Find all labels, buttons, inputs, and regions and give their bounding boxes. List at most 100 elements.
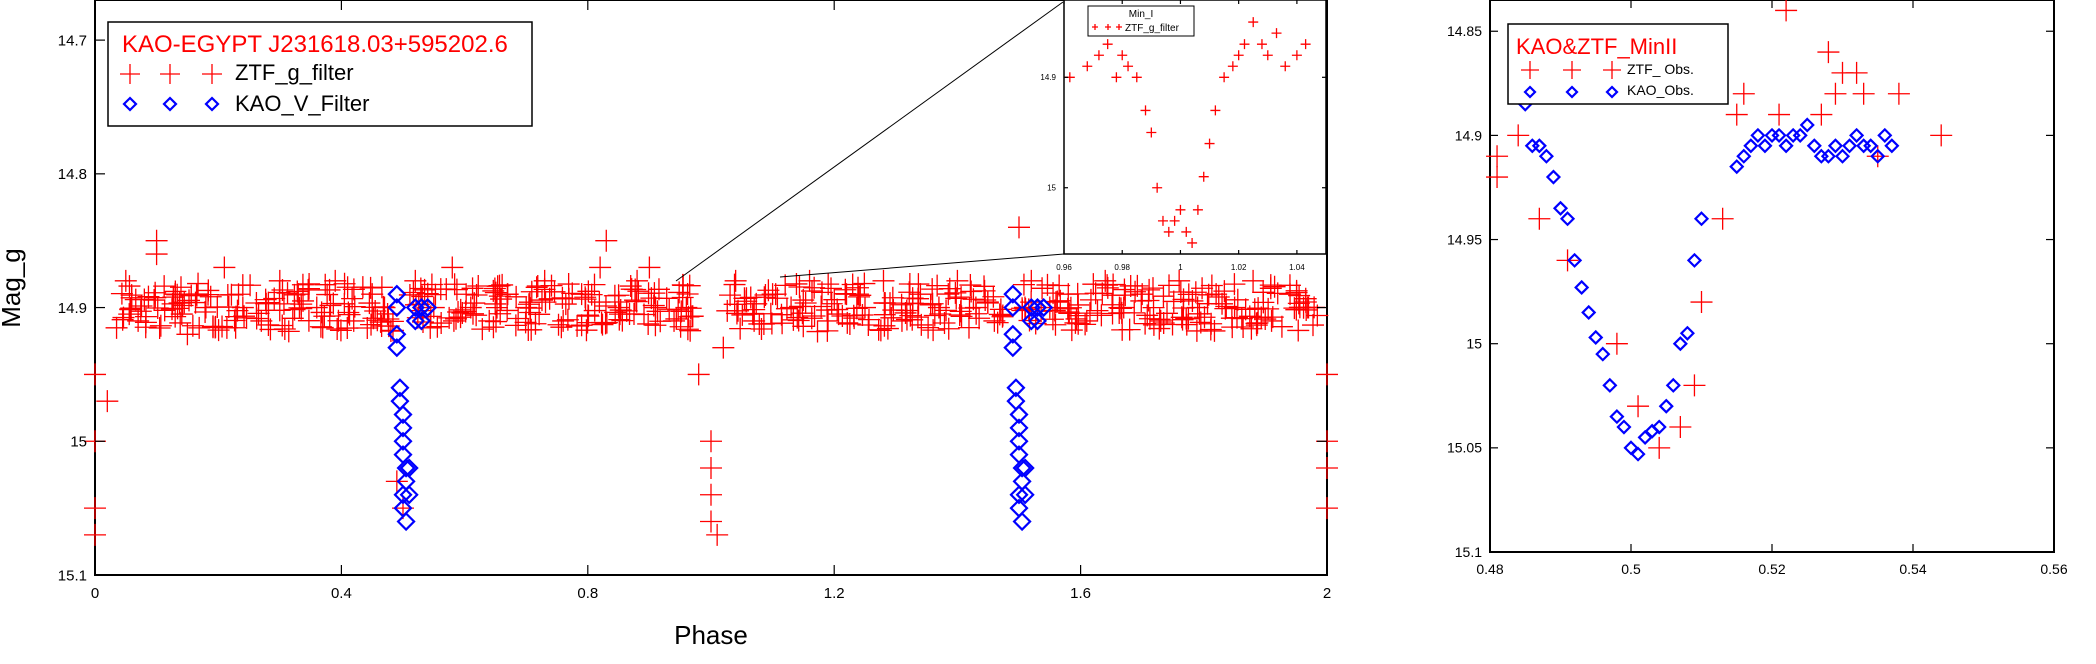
main-ztf-point — [169, 276, 192, 299]
main-ztf-point — [552, 309, 575, 332]
main-ztf-point — [872, 269, 895, 292]
main-ztf-point — [485, 296, 508, 319]
main-ztf-point — [231, 296, 254, 319]
main-ztf-point — [1266, 282, 1289, 305]
main-ztf-point — [926, 274, 949, 297]
main-ztf-point — [1091, 282, 1114, 305]
main-ztf-point — [857, 308, 880, 331]
main-ztf-point — [937, 283, 960, 306]
main-ztf-point — [517, 293, 540, 316]
minII-kao-point — [1849, 127, 1865, 143]
main-ztf-point — [766, 287, 789, 310]
main-kao-point — [418, 298, 438, 318]
main-ztf-point — [1158, 274, 1181, 297]
main-ztf-point — [168, 292, 191, 315]
inset-ztf-point — [1300, 39, 1311, 50]
main-ztf-point — [520, 280, 543, 303]
main-ztf-point — [1214, 297, 1237, 320]
main-ztf-point — [676, 282, 699, 305]
main-ztf-point — [287, 283, 310, 306]
main-ztf-point — [1162, 290, 1185, 313]
main-ztf-point — [1287, 319, 1310, 342]
main-kao-point — [405, 298, 425, 318]
main-ztf-point — [342, 309, 365, 332]
minII-x-tick-label: 0.5 — [1621, 561, 1641, 577]
main-ztf-point — [1240, 317, 1263, 340]
main-ztf-point — [607, 296, 630, 319]
main-ztf-point — [678, 274, 701, 297]
main-x-tick-label: 2 — [1323, 585, 1331, 602]
main-legend-ztf-marker — [120, 64, 140, 84]
minII-kao-point — [1574, 279, 1590, 296]
main-ztf-point — [827, 303, 850, 326]
main-ztf-point — [277, 320, 300, 343]
main-ztf-point — [370, 276, 393, 299]
main-ztf-point — [780, 296, 803, 319]
minII-y-tick-label: 15.05 — [1447, 440, 1482, 456]
main-ztf-point — [803, 305, 826, 328]
main-kao-point — [1006, 378, 1026, 398]
main-ztf-point — [311, 316, 334, 339]
main-ztf-point — [169, 311, 192, 334]
minII-kao-point — [1679, 325, 1695, 341]
main-ztf-point — [1109, 297, 1132, 320]
main-ztf-point — [1168, 269, 1191, 292]
main-ztf-point — [1177, 283, 1200, 306]
main-ztf-point — [324, 269, 347, 292]
main-ztf-point — [239, 274, 262, 297]
main-ztf-point — [575, 319, 598, 342]
main-ztf-point — [426, 315, 449, 338]
main-kao-point — [1003, 324, 1023, 344]
minII-legend-kao-marker — [1565, 85, 1579, 99]
inset-ztf-point — [1262, 50, 1273, 61]
main-ztf-point — [129, 300, 152, 323]
main-ztf-point — [1270, 315, 1293, 338]
main-ztf-point — [745, 292, 768, 315]
main-ztf-point — [127, 309, 150, 332]
minII-kao-point — [1672, 336, 1688, 352]
main-ztf-point — [957, 316, 980, 339]
main-ztf-point — [876, 317, 899, 340]
inset-legend-ztf-marker — [1092, 24, 1098, 30]
main-ztf-point — [337, 301, 360, 324]
main-ztf-point — [314, 273, 337, 296]
minII-ztf-point — [1725, 103, 1748, 126]
main-ztf-point — [491, 273, 514, 296]
main-ztf-point — [515, 296, 538, 319]
main-ztf-point — [1044, 313, 1067, 336]
main-ztf-point — [675, 296, 698, 319]
main-ztf-point — [533, 269, 556, 292]
main-ztf-point — [907, 273, 930, 296]
main-ztf-point — [1142, 296, 1165, 319]
main-ztf-point — [250, 309, 273, 332]
inset-ztf-point — [1131, 72, 1142, 83]
main-ztf-point — [1086, 299, 1109, 322]
inset-legend-markers — [1092, 24, 1122, 30]
main-x-tick-label: 1.2 — [824, 585, 845, 602]
inset-ztf-point — [1219, 72, 1230, 83]
main-ztf-point — [451, 302, 474, 325]
main-x-axis-label: Phase — [674, 620, 748, 650]
inset-ztf-point — [1111, 72, 1122, 83]
main-kao-point — [387, 338, 407, 358]
inset-ztf-point — [1082, 61, 1093, 72]
inset-ztf-point — [1239, 39, 1250, 50]
main-ztf-point — [1112, 296, 1135, 319]
main-y-tick-label: 14.9 — [58, 300, 87, 317]
main-ztf-point — [528, 303, 551, 326]
inset-ztf-point — [1140, 105, 1151, 116]
minII-kao-point — [1538, 148, 1554, 164]
minII-ztf-point — [1845, 61, 1868, 84]
main-kao-point — [396, 511, 416, 532]
main-ztf-point — [927, 296, 950, 319]
main-ztf-point — [991, 304, 1014, 327]
main-ztf-point — [489, 302, 512, 325]
main-ztf-point — [974, 289, 997, 312]
inset-panel: 0.96 0.98 1 1.02 1.04 14.9 15 Min_I ZTF_g_filt… — [1040, 0, 1327, 272]
main-ztf-point — [1261, 306, 1284, 329]
main-ztf-point — [1094, 269, 1117, 292]
main-ztf-point — [181, 314, 204, 337]
inset-ztf-point — [1280, 61, 1291, 72]
main-ztf-point — [700, 483, 722, 506]
main-ztf-point — [681, 305, 704, 328]
